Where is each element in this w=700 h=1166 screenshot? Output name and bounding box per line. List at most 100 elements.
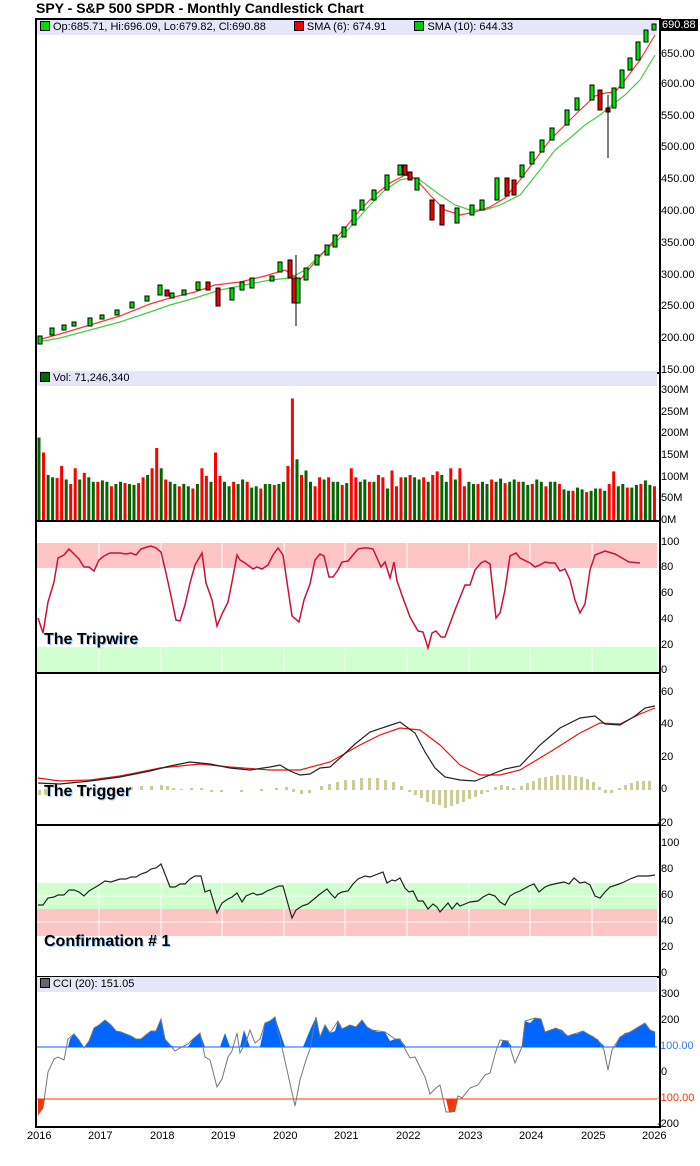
volume-bar [295, 459, 299, 521]
y-tick: 300.00 [661, 269, 695, 281]
cci-legend-text: CCI (20): 151.05 [53, 978, 135, 990]
volume-bar [612, 471, 616, 520]
sma6-legend: SMA (6): 674.91 [306, 21, 387, 33]
y-tick: 20 [661, 751, 674, 763]
volume-bar [214, 452, 217, 520]
volume-bar [64, 479, 68, 520]
volume-bar [263, 484, 267, 520]
volume-bar [535, 479, 539, 520]
cci-positive-fill [68, 1017, 655, 1048]
volume-bar [69, 484, 73, 520]
chart-title: SPY - S&P 500 SPDR - Monthly Candlestick… [36, 0, 364, 16]
volume-bar [87, 477, 91, 521]
volume-bar [96, 481, 100, 521]
y-tick: -100.00 [657, 1092, 695, 1104]
y-tick: 150M [661, 449, 689, 461]
volume-bar [177, 486, 181, 521]
volume-bar [553, 481, 557, 521]
volume-bar [119, 481, 122, 521]
x-tick: 2017 [88, 1130, 113, 1142]
volume-bar [349, 468, 353, 521]
volume-bar [576, 487, 579, 520]
volume-bar [286, 466, 290, 520]
cci-panel [35, 976, 661, 1128]
volume-bar [195, 484, 199, 520]
y-tick: 40 [661, 915, 674, 927]
volume-bar [381, 477, 385, 521]
volume-bar [567, 490, 570, 521]
volume-bar [422, 477, 426, 521]
volume-bar [404, 477, 408, 521]
volume-bar [51, 477, 55, 521]
y-tick: 0M [661, 514, 677, 526]
volume-bar [449, 468, 453, 521]
volume-bar [639, 484, 643, 520]
x-tick: 2021 [334, 1130, 359, 1142]
ohlc-swatch-icon [40, 21, 50, 31]
y-tick: 650.00 [661, 48, 695, 60]
volume-bar [159, 468, 163, 521]
volume-bar [376, 475, 380, 520]
volume-bar [526, 484, 530, 520]
x-tick: 2026 [642, 1130, 667, 1142]
volume-bar [372, 481, 376, 521]
volume-bar [204, 475, 208, 520]
volume-bar [173, 484, 177, 520]
y-tick: 200.00 [661, 332, 695, 344]
y-tick: 0 [661, 967, 668, 979]
volume-bar [327, 477, 331, 521]
y-tick: 100 [661, 837, 680, 849]
volume-bar [548, 481, 552, 521]
volume-bar [313, 486, 317, 521]
volume-bar [241, 479, 245, 520]
y-tick: 250M [661, 406, 689, 418]
volume-bar [653, 486, 656, 521]
y-tick: -200 [657, 1118, 680, 1130]
confirmation-label: Confirmation # 1 [44, 933, 171, 950]
volume-bar [309, 481, 312, 521]
last-price-tag: 690.88 [660, 19, 698, 31]
volume-bar [259, 488, 263, 520]
volume-bar [517, 481, 521, 521]
cci-line [37, 1016, 656, 1116]
volume-bar [340, 484, 344, 520]
volume-bar [209, 481, 213, 521]
trigger-panel [35, 674, 661, 826]
volume-bar [272, 484, 276, 520]
volume-bar [300, 475, 303, 520]
y-tick: 80 [661, 561, 674, 573]
volume-bar [472, 484, 475, 520]
sma6-swatch-icon [293, 21, 304, 31]
x-tick: 2019 [211, 1130, 236, 1142]
volume-bar [521, 481, 525, 521]
volume-bar [589, 490, 593, 521]
y-tick: -20 [657, 817, 673, 829]
volume-bar [191, 488, 195, 520]
y-tick: 100 [661, 536, 680, 548]
volume-bar [60, 466, 64, 520]
volume-bar [557, 484, 561, 520]
volume-bar [594, 488, 598, 520]
volume-bar [232, 481, 236, 521]
volume-bar [426, 481, 430, 521]
volume-bar [462, 486, 466, 521]
y-tick: 60 [661, 686, 674, 698]
macd-line [37, 705, 656, 785]
volume-bar [132, 484, 136, 520]
volume-bar [616, 486, 620, 521]
volume-bar [598, 488, 602, 520]
volume-bar [114, 484, 118, 520]
volume-bar [490, 479, 494, 520]
volume-bar [137, 483, 141, 520]
volume-bar [399, 477, 403, 521]
volume-bar [236, 484, 240, 520]
volume-bar [508, 481, 512, 521]
volume-bar [580, 489, 584, 520]
volume-bar [363, 479, 367, 520]
trigger-label: The Trigger [44, 783, 132, 800]
cci-swatch-icon [40, 978, 50, 988]
volume-bar [245, 481, 249, 521]
y-tick: 250.00 [661, 300, 695, 312]
y-tick: 20 [661, 941, 674, 953]
